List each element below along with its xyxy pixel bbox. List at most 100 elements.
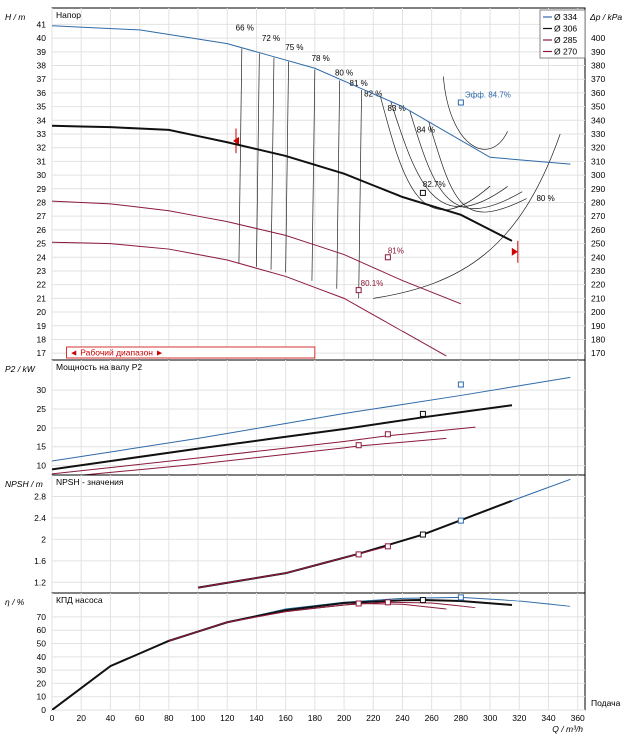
x-tick-label: 320 [512, 713, 526, 723]
y-tick-label: 31 [37, 156, 47, 166]
series-line [52, 376, 571, 462]
duty-point [419, 189, 426, 196]
duty-point [355, 600, 362, 607]
efficiency-loop [380, 96, 491, 211]
x-tick-label: 340 [541, 713, 555, 723]
y2-axis-label: Δp / kPa [589, 12, 622, 22]
y-tick-label: 30 [37, 665, 47, 675]
y-tick-label: 15 [37, 442, 47, 452]
y-tick-label: 24 [37, 252, 47, 262]
duty-point [355, 442, 362, 449]
y-tick-label: 25 [37, 239, 47, 249]
x-tick-label: 240 [395, 713, 409, 723]
y-tick-label: 30 [37, 170, 47, 180]
y-tick-label: 10 [37, 692, 47, 702]
y2-tick-label: 320 [591, 143, 605, 153]
x-tick-label: 360 [571, 713, 585, 723]
y2-tick-label: 350 [591, 102, 605, 112]
duty-point-label: Эфф. 84.7% [465, 91, 511, 100]
y-tick-label: 17 [37, 348, 47, 358]
y-tick-label: 18 [37, 334, 47, 344]
y-axis-label: η / % [5, 597, 25, 607]
efficiency-label: 80 % [335, 69, 353, 78]
y-tick-label: 25 [37, 404, 47, 414]
x-tick-label: 200 [337, 713, 351, 723]
series-group [52, 376, 571, 475]
y-tick-label: 39 [37, 47, 47, 57]
y2-tick-label: 290 [591, 184, 605, 194]
y-tick-label: 2 [41, 534, 46, 544]
series-line [197, 499, 513, 589]
y-tick-label: 40 [37, 652, 47, 662]
series-line [52, 241, 447, 357]
y2-tick-label: 300 [591, 170, 605, 180]
duty-point [457, 381, 464, 388]
y-tick-label: 30 [37, 385, 47, 395]
y-tick-label: 21 [37, 293, 47, 303]
series-line [52, 596, 571, 710]
y-tick-label: 0 [41, 705, 46, 715]
duty-point [457, 594, 464, 601]
efficiency-loop [428, 121, 527, 213]
efficiency-isoline [285, 61, 289, 273]
duty-point [419, 597, 426, 604]
duty-point-label: 82.7% [423, 180, 446, 189]
series-line [197, 553, 359, 589]
panel-efficiency: 0 10 20 30 40 50 60 70 КПД насоса η / % 0 20 40 60 80 1… [5, 592, 621, 734]
y2-tick-label: 220 [591, 280, 605, 290]
panel-title: КПД насоса [56, 595, 103, 605]
duty-point-label: 81% [388, 246, 404, 255]
x-tick-label: 160 [279, 713, 293, 723]
y-tick-label: 40 [37, 33, 47, 43]
legend-item: Ø 334 [554, 12, 577, 22]
y-tick-label: 2.8 [34, 491, 46, 501]
y2-tick-label: 310 [591, 156, 605, 166]
series-line [52, 200, 462, 305]
y2-tick-label: 330 [591, 129, 605, 139]
x-tick-label: 300 [483, 713, 497, 723]
efficiency-isoline [238, 48, 243, 264]
y-tick-label: 20 [37, 678, 47, 688]
y2-tick-label: 210 [591, 293, 605, 303]
y2-tick-label: 180 [591, 334, 605, 344]
efficiency-label: 75 % [285, 43, 303, 52]
y-tick-label: 34 [37, 115, 47, 125]
working-range: ◄ Рабочий диапазон ► [66, 128, 519, 359]
series-line [52, 426, 476, 475]
y-tick-label: 1.6 [34, 556, 46, 566]
y2-tick-label: 250 [591, 239, 605, 249]
duty-point [384, 254, 391, 261]
y-tick-label: 22 [37, 280, 47, 290]
efficiency-label: 80 % [536, 194, 554, 203]
y-tick-label: 1.2 [34, 577, 46, 587]
y-tick-label: 60 [37, 625, 47, 635]
y-axis-label: H / m [5, 12, 25, 22]
y2-tick-label: 400 [591, 33, 605, 43]
panel-npsh: 1.2 1.6 2 2.4 2.8 NPSH - значения NPSH / m [5, 474, 586, 594]
efficiency-loop-inner [443, 76, 508, 150]
x-axis-label-right: Подача [591, 698, 621, 708]
working-range-label: ◄ Рабочий диапазон ► [70, 348, 164, 358]
efficiency-isoline [336, 80, 341, 289]
panel-title: NPSH - значения [56, 477, 124, 487]
y-tick-label: 28 [37, 197, 47, 207]
efficiency-isoline [270, 57, 275, 270]
y-tick-label: 36 [37, 88, 47, 98]
x-tick-label: 280 [454, 713, 468, 723]
y-tick-label: 38 [37, 61, 47, 71]
y-axis-label: P2 / kW [5, 364, 36, 374]
y2-tick-label: 390 [591, 47, 605, 57]
series-line [197, 478, 571, 589]
y2-tick-label: 270 [591, 211, 605, 221]
panel-frame [51, 474, 586, 594]
x-tick-label: 100 [191, 713, 205, 723]
y-tick-label: 23 [37, 266, 47, 276]
efficiency-isoline [256, 53, 260, 267]
y2-tick-label: 380 [591, 61, 605, 71]
y-tick-label: 70 [37, 612, 47, 622]
y-tick-label: 20 [37, 307, 47, 317]
y-tick-label: 33 [37, 129, 47, 139]
x-axis-label: Q / m³/h [552, 724, 583, 734]
y-tick-label: 50 [37, 639, 47, 649]
y-tick-label: 2.4 [34, 513, 46, 523]
